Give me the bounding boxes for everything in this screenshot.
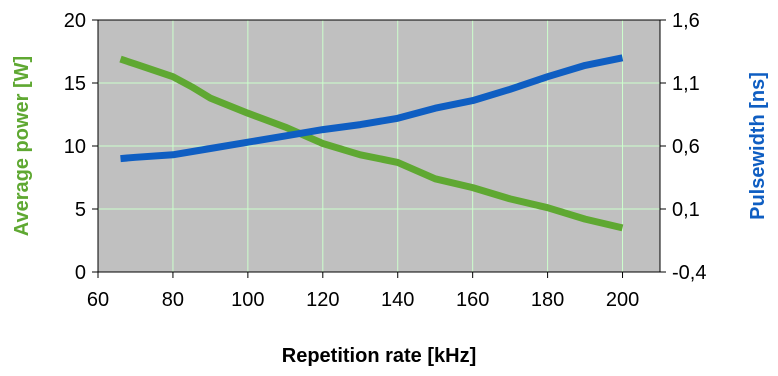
y-left-tick-label: 20 bbox=[64, 10, 86, 32]
y-left-tick-label: 5 bbox=[75, 199, 86, 221]
y-left-axis-title: Average power [W] bbox=[11, 56, 33, 236]
x-tick-label: 200 bbox=[606, 289, 639, 311]
y-right-tick-label: 0,1 bbox=[672, 199, 700, 221]
y-right-axis-title: Pulsewidth [ns] bbox=[747, 72, 769, 220]
y-left-tick-label: 0 bbox=[75, 262, 86, 284]
x-tick-label: 120 bbox=[306, 289, 339, 311]
series-line-average-power bbox=[119, 55, 624, 232]
y-right-tick-label: -0,4 bbox=[672, 262, 706, 284]
series-layer bbox=[119, 54, 624, 232]
series-line-pulsewidth bbox=[120, 54, 624, 163]
y-left-tick-label: 10 bbox=[64, 136, 86, 158]
x-tick-label: 180 bbox=[531, 289, 564, 311]
x-tick-label: 160 bbox=[456, 289, 489, 311]
y-left-tick-label: 15 bbox=[64, 73, 86, 95]
ticks: 60 80 100 120 140 160 180 200 0 5 10 15 20 -0,4 0,1 0,6… bbox=[64, 10, 707, 311]
x-tick-label: 140 bbox=[381, 289, 414, 311]
x-tick-label: 100 bbox=[231, 289, 264, 311]
x-tick-label: 80 bbox=[162, 289, 184, 311]
x-axis-title: Repetition rate [kHz] bbox=[282, 345, 476, 367]
x-tick-label: 60 bbox=[87, 289, 109, 311]
y-right-tick-label: 1,6 bbox=[672, 10, 700, 32]
y-right-tick-label: 1,1 bbox=[672, 73, 700, 95]
y-right-tick-label: 0,6 bbox=[672, 136, 700, 158]
